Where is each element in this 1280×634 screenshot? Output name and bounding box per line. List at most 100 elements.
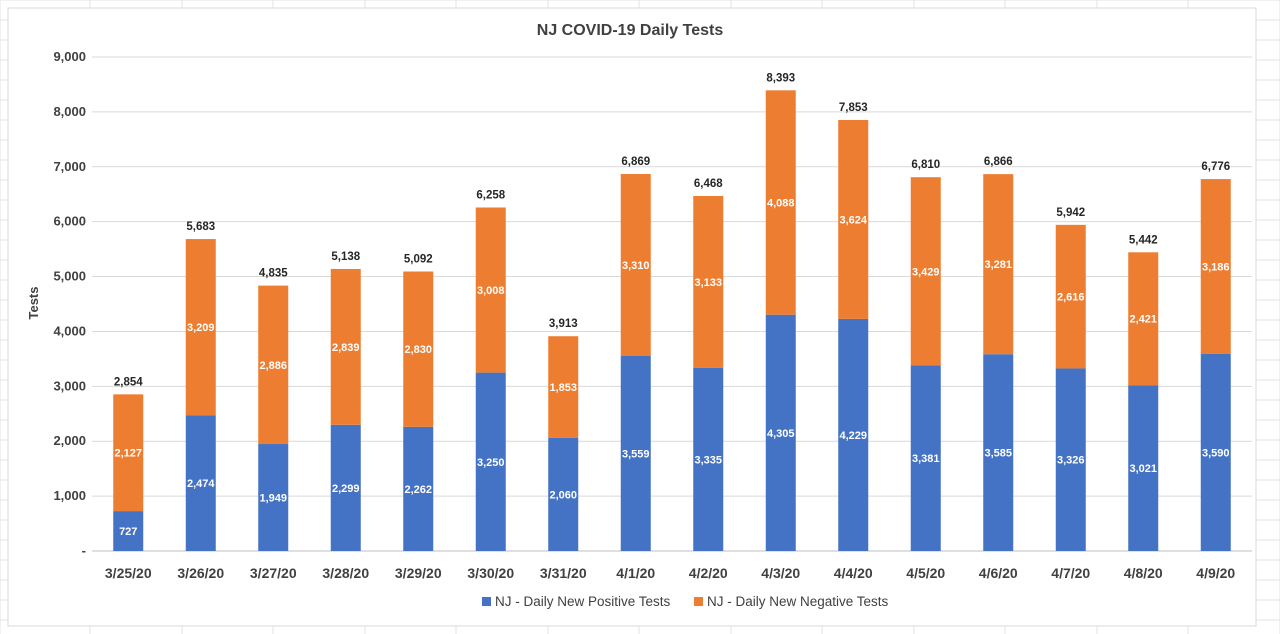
y-tick-label: 1,000: [53, 488, 86, 503]
data-label-positive: 3,585: [984, 448, 1012, 460]
data-label-negative: 3,133: [694, 277, 722, 289]
legend-swatch-negative: [694, 597, 703, 606]
x-tick-label: 3/25/20: [105, 565, 152, 581]
data-label-total: 4,835: [259, 268, 288, 280]
bar-positive: [838, 318, 869, 551]
x-tick-label: 3/30/20: [467, 565, 514, 581]
legend-swatch-positive: [482, 597, 491, 606]
bar-negative: [1128, 252, 1159, 386]
legend: NJ - Daily New Positive Tests NJ - Daily…: [482, 594, 889, 609]
data-label-negative: 2,839: [332, 342, 360, 354]
data-label-total: 5,942: [1056, 207, 1085, 219]
bar-negative: [693, 195, 724, 368]
y-tick-label: 2,000: [53, 433, 86, 448]
y-tick-label: -: [82, 543, 86, 558]
data-label-positive: 727: [119, 526, 137, 538]
data-label-negative: 2,127: [114, 448, 142, 460]
x-tick-label: 3/31/20: [540, 565, 587, 581]
data-label-total: 5,442: [1129, 234, 1158, 246]
legend-label-negative: NJ - Daily New Negative Tests: [707, 594, 889, 609]
data-label-negative: 2,421: [1129, 314, 1157, 326]
data-label-positive: 3,021: [1129, 463, 1157, 475]
data-label-total: 6,776: [1201, 161, 1230, 173]
total-data-labels: 2,854 5,683 4,835 5,138 5,092 6,258 3,913 6,869…: [114, 72, 1230, 388]
bar-negative: [330, 268, 361, 425]
data-label-positive: 2,262: [404, 484, 432, 496]
data-label-positive: 2,060: [549, 489, 577, 501]
data-label-positive: 3,590: [1202, 447, 1230, 459]
bar-positive: [113, 511, 144, 551]
x-tick-label: 3/27/20: [250, 565, 297, 581]
data-label-total: 5,683: [186, 221, 215, 233]
x-tick-label: 4/8/20: [1124, 565, 1163, 581]
bar-positive: [330, 424, 361, 551]
y-tick-label: 6,000: [53, 214, 86, 229]
bar-positive: [185, 415, 216, 551]
x-tick-label: 4/4/20: [834, 565, 873, 581]
y-tick-label: 3,000: [53, 378, 86, 393]
bar-positive: [620, 355, 651, 551]
data-label-positive: 3,326: [1057, 455, 1085, 467]
bar-negative: [983, 174, 1014, 355]
data-label-positive: 4,229: [839, 430, 867, 442]
data-label-negative: 2,886: [259, 360, 287, 372]
x-tick-label: 3/26/20: [177, 565, 224, 581]
bar-positive: [258, 444, 289, 551]
bar-negative: [113, 394, 144, 512]
chart-title: NJ COVID-19 Daily Tests: [537, 22, 724, 39]
x-tick-label: 4/6/20: [979, 565, 1018, 581]
y-axis-label: Tests: [26, 287, 41, 320]
data-label-positive: 3,559: [622, 448, 650, 460]
y-tick-label: 7,000: [53, 159, 86, 174]
bar-negative: [620, 173, 651, 356]
data-label-total: 5,092: [404, 254, 433, 266]
data-label-positive: 3,381: [912, 453, 940, 465]
bar-negative: [185, 239, 216, 416]
data-label-negative: 3,624: [839, 214, 867, 226]
bar-negative: [838, 119, 869, 319]
data-label-total: 5,138: [331, 251, 360, 263]
data-label-negative: 3,281: [984, 259, 1012, 271]
x-tick-label: 4/5/20: [906, 565, 945, 581]
bar-negative: [1055, 224, 1086, 369]
data-label-total: 8,393: [766, 72, 795, 84]
data-label-negative: 3,429: [912, 266, 940, 278]
data-label-negative: 2,616: [1057, 292, 1085, 304]
y-tick-label: 8,000: [53, 104, 86, 119]
data-label-total: 6,810: [911, 159, 940, 171]
bar-negative: [475, 207, 506, 373]
x-tick-label: 4/7/20: [1051, 565, 1090, 581]
data-label-negative: 1,853: [549, 382, 577, 394]
legend-label-positive: NJ - Daily New Positive Tests: [495, 594, 671, 609]
data-label-total: 6,468: [694, 178, 723, 190]
bars: [113, 90, 1231, 551]
data-label-negative: 4,088: [767, 198, 795, 210]
bar-positive: [403, 426, 434, 551]
x-tick-label: 4/9/20: [1196, 565, 1235, 581]
bar-positive: [548, 437, 579, 551]
data-label-positive: 3,250: [477, 457, 505, 469]
bar-positive: [1055, 368, 1086, 551]
bar-positive: [983, 354, 1014, 551]
bar-negative: [258, 285, 289, 445]
bar-positive: [1128, 385, 1159, 551]
data-label-total: 7,853: [839, 102, 868, 114]
bar-negative: [765, 90, 796, 315]
x-tick-label: 4/3/20: [761, 565, 800, 581]
bar-positive: [693, 367, 724, 551]
data-label-total: 2,854: [114, 376, 143, 388]
data-label-negative: 3,209: [187, 322, 215, 334]
data-label-negative: 2,830: [404, 344, 432, 356]
data-label-positive: 2,299: [332, 483, 360, 495]
data-label-total: 6,258: [476, 190, 505, 202]
x-tick-label: 4/1/20: [616, 565, 655, 581]
data-label-positive: 2,474: [187, 478, 215, 490]
x-tick-label: 3/29/20: [395, 565, 442, 581]
bar-positive: [1200, 353, 1231, 551]
data-label-positive: 3,335: [694, 454, 722, 466]
bar-negative: [403, 271, 434, 427]
data-label-total: 6,866: [984, 156, 1013, 168]
y-tick-label: 4,000: [53, 323, 86, 338]
